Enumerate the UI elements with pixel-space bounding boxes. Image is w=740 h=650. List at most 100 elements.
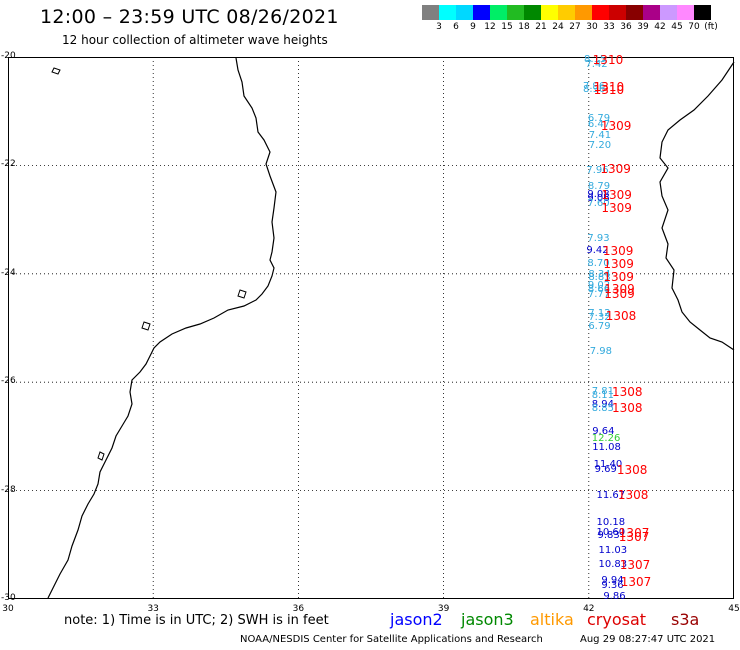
wave-height-label: 7.60 <box>587 198 610 210</box>
satellite-legend-jason3: jason3 <box>461 610 514 629</box>
scale-label: 42 <box>654 22 666 32</box>
africa-coastline <box>47 57 277 599</box>
wave-height-label: 9.42 <box>586 245 609 257</box>
latitude-label: -30 <box>1 593 16 603</box>
wave-height-label: 8.11 <box>591 390 614 402</box>
longitude-label: 42 <box>583 604 595 614</box>
latitude-label: -24 <box>1 267 16 278</box>
scale-swatch <box>626 5 643 20</box>
scale-swatch <box>456 5 473 20</box>
scale-label: 12 <box>484 22 496 32</box>
island-outline <box>51 67 61 75</box>
pass-time-label: 1309 <box>604 281 635 296</box>
pass-time-label: 1308 <box>616 463 648 477</box>
wave-height-label: 7.12 <box>588 308 611 320</box>
map-subtitle: 12 hour collection of altimeter wave hei… <box>62 33 328 47</box>
latitude-label: -26 <box>1 376 16 387</box>
pass-time-label: 1309 <box>603 269 634 284</box>
color-scale-bar <box>422 5 711 20</box>
wave-height-label: 7.98 <box>589 346 613 358</box>
wave-height-label: 9.02 <box>587 280 611 292</box>
scale-swatch <box>507 5 524 20</box>
scale-label: 6 <box>453 22 459 32</box>
wave-height-label: 9.36 <box>601 579 624 591</box>
scale-swatch <box>575 5 592 20</box>
wave-height-label: 9.83 <box>597 530 620 542</box>
wave-height-label: 7.20 <box>588 140 612 152</box>
map-frame <box>8 57 734 599</box>
wave-height-label: 9.06 <box>587 193 610 204</box>
satellite-legend-jason2: jason2 <box>390 610 443 629</box>
wave-height-label: 8.96 <box>582 83 606 95</box>
wave-height-label: 11.67 <box>596 490 626 502</box>
pass-time-label: 1309 <box>600 119 632 134</box>
wave-height-label: 11.03 <box>598 545 628 557</box>
wave-height-label: 7.77 <box>587 289 611 301</box>
wave-height-label: 8.94 <box>591 398 614 410</box>
scale-swatch <box>660 5 677 20</box>
longitude-label: 39 <box>437 604 450 614</box>
scale-label: 39 <box>637 22 649 32</box>
scale-swatch <box>541 5 558 20</box>
scale-label: 70 <box>688 22 700 32</box>
scale-label: 27 <box>569 22 581 32</box>
island-outline <box>97 451 105 461</box>
wave-height-label: 9.64 <box>592 426 615 438</box>
graticule <box>8 57 734 599</box>
pass-time-label: 1307 <box>618 530 650 545</box>
wave-height-label: 10.60 <box>596 526 626 538</box>
island-outline <box>141 321 151 331</box>
wave-height-label: 8.85 <box>591 403 614 415</box>
wave-height-label: 10.83 <box>598 559 628 571</box>
longitude-label: 30 <box>2 604 14 614</box>
pass-time-label: 1310 <box>592 52 624 67</box>
wave-height-label: 12.26 <box>591 432 621 444</box>
wave-height-label: 9.69 <box>594 464 617 475</box>
wave-height-label: 7.32 <box>588 312 611 324</box>
scale-swatch <box>490 5 507 20</box>
island-outline <box>237 289 247 299</box>
scale-label: 36 <box>620 22 632 32</box>
wave-height-label: 7.96 <box>586 164 609 176</box>
scale-label: 21 <box>535 22 547 32</box>
pass-time-label: 1308 <box>605 309 637 324</box>
wave-height-label: 10.18 <box>596 517 626 529</box>
scale-swatch <box>592 5 609 20</box>
wave-height-label: 7.81 <box>591 385 614 397</box>
longitude-label: 33 <box>147 604 159 614</box>
wave-height-label: 7.96 <box>582 80 606 92</box>
scale-swatch <box>473 5 490 20</box>
wave-height-label: 8.34 <box>588 268 611 280</box>
longitude-label: 36 <box>292 604 305 614</box>
satellite-legend-cryosat: cryosat <box>587 610 647 629</box>
pass-time-label: 1310 <box>593 79 625 94</box>
wave-height-label: 7.93 <box>587 232 610 244</box>
scale-swatch <box>643 5 660 20</box>
scale-swatch <box>439 5 456 20</box>
pass-time-label: 1309 <box>600 161 631 176</box>
generated-timestamp: Aug 29 08:27:47 UTC 2021 <box>580 634 716 645</box>
wave-height-label: 9.94 <box>601 575 624 587</box>
wave-height-label: 11.08 <box>592 442 621 454</box>
wave-height-label: 6.79 <box>587 113 611 125</box>
pass-time-label: 1307 <box>618 525 650 540</box>
scale-label: (ft) <box>704 22 718 32</box>
pass-time-label: 1308 <box>612 384 643 399</box>
wave-height-label: 6.79 <box>588 320 611 332</box>
latitude-label: -28 <box>1 484 16 495</box>
pass-time-label: 1309 <box>604 287 635 302</box>
scale-label: 24 <box>552 22 564 32</box>
map-title: 12:00 – 23:59 UTC 08/26/2021 <box>40 6 339 28</box>
longitude-label: 45 <box>728 604 740 614</box>
pass-time-label: 1309 <box>601 188 632 203</box>
wave-height-label: 8.79 <box>587 181 611 193</box>
pass-time-label: 1309 <box>602 244 634 259</box>
satellite-legend-s3a: s3a <box>671 610 700 629</box>
wave-height-label: 9.86 <box>603 591 626 603</box>
wave-height-label: 6.47 <box>587 118 611 130</box>
wave-height-label: 7.41 <box>588 129 612 141</box>
latitude-label: -20 <box>1 51 16 61</box>
pass-time-label: 1310 <box>593 82 625 97</box>
satellite-legend-altika: altika <box>530 610 574 629</box>
pass-time-label: 1309 <box>603 257 634 272</box>
